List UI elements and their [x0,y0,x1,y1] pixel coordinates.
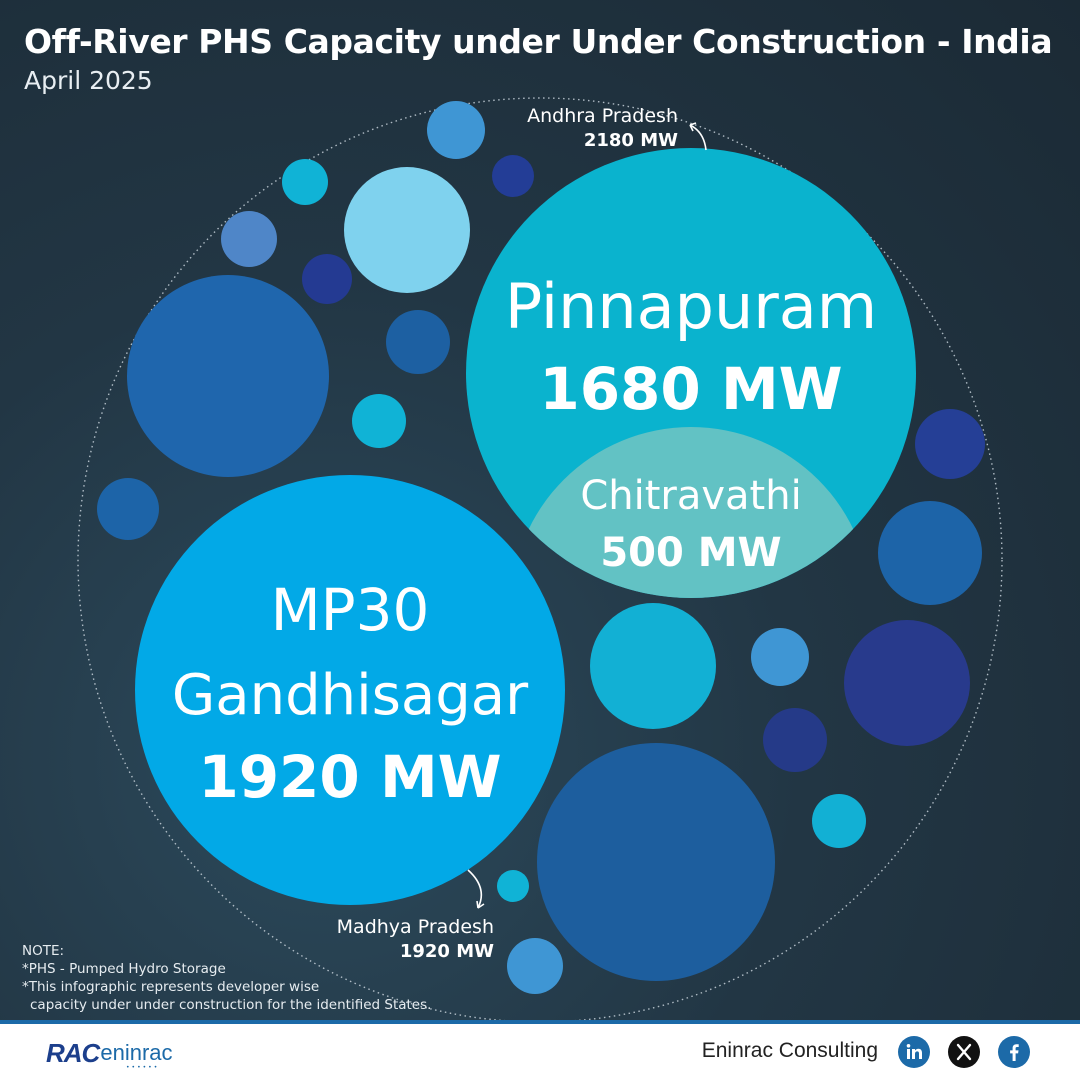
decorative-bubble [537,743,775,981]
bubble-chart: Pinnapuram 1680 MW Chitravathi 500 MW MP… [77,97,1003,1020]
andhra-pradesh-arrow [689,124,707,151]
andhra-pradesh-arrowhead [689,122,697,132]
logo-rac-text: RAC [46,1037,100,1068]
decorative-bubble [352,394,406,448]
decorative-bubble [344,167,470,293]
chart-title: Off-River PHS Capacity under Under Const… [24,22,1053,61]
decorative-bubble [878,501,982,605]
decorative-bubble [221,211,277,267]
andhra-pradesh-state-label: Andhra Pradesh [527,105,678,127]
andhra-pradesh-total-label: 2180 MW [584,130,678,151]
decorative-bubble [492,155,534,197]
decorative-bubble [127,275,329,477]
note-line: *PHS - Pumped Hydro Storage [22,961,226,977]
linkedin-icon[interactable] [898,1036,930,1068]
eninrac-logo: RAC eninrac •••••• [46,1036,173,1072]
gandhisagar-value: 1920 MW [198,743,501,811]
decorative-bubble [507,938,563,994]
footnote: NOTE: *PHS - Pumped Hydro Storage *This … [22,942,431,1014]
madhya-pradesh-arrowhead [476,900,485,909]
facebook-icon[interactable] [998,1036,1030,1068]
footer-bar: RAC eninrac •••••• Eninrac Consulting [0,1020,1080,1080]
pinnapuram-label: Pinnapuram [505,270,877,343]
company-name: Eninrac Consulting [701,1039,878,1062]
chitravathi-value: 500 MW [600,530,781,576]
andhra-pradesh-annotation: Andhra Pradesh 2180 MW [527,105,707,151]
andhra-pradesh-bubble: Pinnapuram 1680 MW Chitravathi 500 MW [466,148,916,598]
decorative-bubble [751,628,809,686]
decorative-bubble [97,478,159,540]
madhya-pradesh-total-label: 1920 MW [400,941,494,962]
decorative-bubble [915,409,985,479]
logo-dots: •••••• [126,1064,160,1071]
decorative-bubbles [97,101,985,994]
madhya-pradesh-bubble: MP30 Gandhisagar 1920 MW [135,475,565,905]
gandhisagar-label-line1: MP30 [271,576,430,644]
madhya-pradesh-annotation: Madhya Pradesh 1920 MW [337,869,494,962]
decorative-bubble [386,310,450,374]
madhya-pradesh-arrow [467,869,483,909]
decorative-bubble [844,620,970,746]
gandhisagar-label-line2: Gandhisagar [172,663,529,728]
decorative-bubble [590,603,716,729]
note-line: capacity under under construction for th… [30,997,432,1013]
x-icon[interactable] [948,1036,980,1068]
pinnapuram-value: 1680 MW [539,355,842,423]
note-heading: NOTE: [22,943,65,959]
decorative-bubble [427,101,485,159]
gandhisagar-bubble [135,475,565,905]
decorative-bubble [763,708,827,772]
chitravathi-bubble [511,427,871,598]
decorative-bubble [812,794,866,848]
boundary-circle [77,97,1003,1020]
chart-subtitle: April 2025 [24,66,153,95]
madhya-pradesh-state-label: Madhya Pradesh [337,916,494,938]
decorative-bubble [497,870,529,902]
decorative-bubble [282,159,328,205]
note-line: *This infographic represents developer w… [22,979,320,995]
chitravathi-label: Chitravathi [580,473,801,519]
decorative-bubble [302,254,352,304]
logo-eninrac-text: eninrac [100,1040,173,1065]
